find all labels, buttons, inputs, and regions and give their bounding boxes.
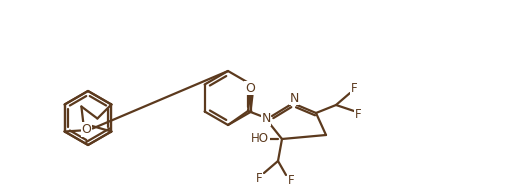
Text: F: F xyxy=(256,171,262,185)
Text: F: F xyxy=(355,108,361,121)
Text: HO: HO xyxy=(251,132,269,146)
Text: F: F xyxy=(288,174,294,186)
Text: F: F xyxy=(351,83,357,95)
Text: N: N xyxy=(289,92,299,104)
Text: O: O xyxy=(81,123,92,136)
Text: O: O xyxy=(245,81,255,94)
Text: N: N xyxy=(261,113,271,126)
